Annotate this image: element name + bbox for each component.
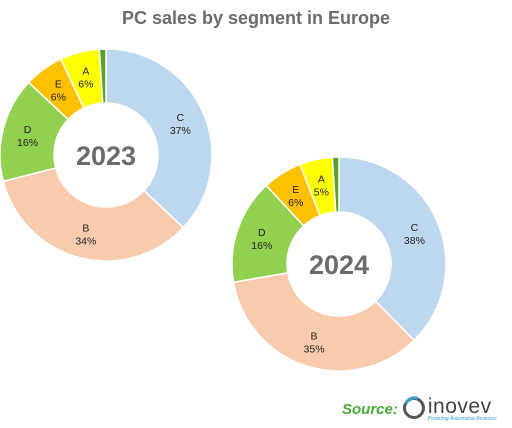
slice-category-label: B — [82, 222, 89, 234]
slice-category-label: D — [258, 227, 266, 239]
donut-center-year: 2024 — [309, 250, 369, 280]
inovev-swirl-icon — [402, 396, 425, 419]
source-label: Source: — [342, 401, 398, 418]
donut-chart-2024: C38% B35% D16% E6% A5% 2024 — [231, 156, 447, 372]
donut-slice-2023-c — [105, 48, 213, 229]
brand-name: inovev — [427, 395, 492, 418]
donut-slice-2023-other — [98, 48, 107, 104]
slice-category-label: A — [82, 66, 89, 78]
donut-chart-2023: C37%B34%D16%E6%A6%2023 — [0, 48, 213, 262]
brand-tagline: Powering Automotive Business — [427, 416, 497, 422]
slice-percent-label: 35% — [304, 344, 325, 356]
slice-category-label: A — [318, 173, 325, 185]
chart-title: PC sales by segment in Europe — [121, 8, 391, 28]
slice-category-label: E — [55, 78, 62, 90]
donut-slice-2024-c — [338, 156, 447, 342]
slice-percent-label: 5% — [314, 186, 329, 198]
slice-category-label: C — [177, 112, 185, 124]
source-attribution: Source: inovev Powering Automotive Busin… — [342, 395, 497, 423]
slice-category-label: B — [311, 331, 318, 343]
slice-percent-label: 6% — [78, 79, 93, 91]
inovev-logo: inovev Powering Automotive Business — [402, 395, 497, 422]
slice-category-label: E — [292, 184, 299, 196]
donut-slice-2024-b — [232, 271, 416, 372]
slice-percent-label: 16% — [17, 137, 38, 149]
donut-slice-2023-b — [2, 167, 185, 262]
slice-percent-label: 38% — [404, 235, 425, 247]
slice-percent-label: 16% — [251, 240, 272, 252]
slice-percent-label: 6% — [288, 197, 303, 209]
slice-category-label: C — [411, 222, 419, 234]
donut-slice-2024-other — [331, 156, 340, 213]
slice-percent-label: 34% — [75, 235, 96, 247]
slice-category-label: D — [24, 124, 32, 136]
slice-percent-label: 6% — [51, 91, 66, 103]
donut-center-year: 2023 — [76, 141, 136, 171]
slice-percent-label: 37% — [170, 125, 191, 137]
